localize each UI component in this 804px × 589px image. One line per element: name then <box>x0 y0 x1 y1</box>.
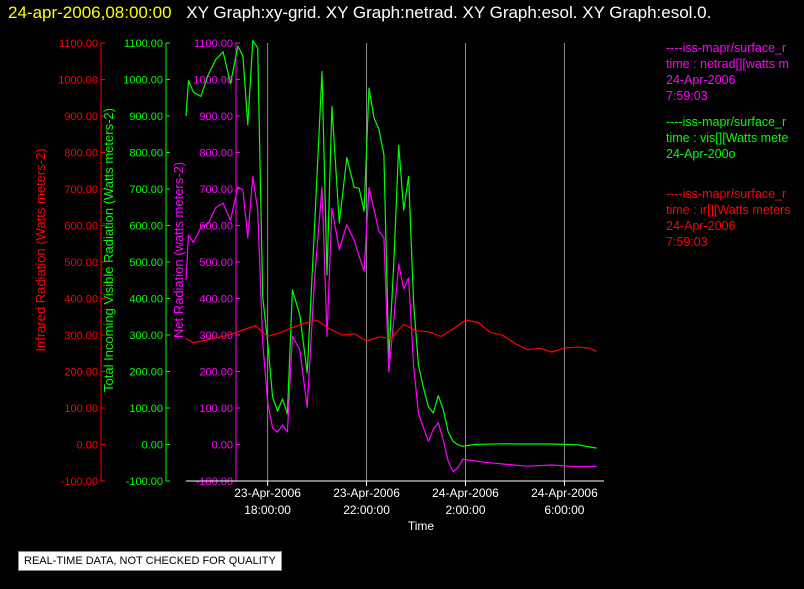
legend-line: 24-Apr-2006 <box>666 219 736 233</box>
y-tick-label: -100.00 <box>61 476 98 488</box>
y-tick-label: 1100.00 <box>59 38 98 50</box>
y-tick-label: 400.00 <box>129 294 163 306</box>
legend-line: ----iss-mapr/surface_r <box>666 41 787 55</box>
y-tick-label: 500.00 <box>199 257 233 269</box>
y-tick-label: 600.00 <box>199 221 233 233</box>
x-tick-label: 22:00:00 <box>343 503 390 517</box>
x-tick-label: 23-Apr-2006 <box>333 486 400 500</box>
x-tick-label: 23-Apr-2006 <box>234 486 301 500</box>
timestamp: 24-apr-2006,08:00:00 <box>8 3 172 22</box>
y-tick-label: 900.00 <box>199 111 233 123</box>
x-tick-label: 24-Apr-2006 <box>432 486 499 500</box>
y-tick-label: 200.00 <box>129 367 163 379</box>
graph-titles: XY Graph:xy-grid. XY Graph:netrad. XY Gr… <box>186 3 712 22</box>
y-tick-label: 700.00 <box>64 184 98 196</box>
y-tick-label: 700.00 <box>199 184 233 196</box>
x-tick-label: 24-Apr-2006 <box>531 486 598 500</box>
y-tick-label: 300.00 <box>199 330 233 342</box>
y-tick-label: 500.00 <box>129 257 163 269</box>
y-tick-label: 0.00 <box>212 440 233 452</box>
y-tick-label: 100.00 <box>199 403 233 415</box>
x-tick-label: 18:00:00 <box>244 503 291 517</box>
y-tick-label: 600.00 <box>64 221 98 233</box>
y-tick-label: -100.00 <box>196 476 233 488</box>
y-tick-label: 800.00 <box>64 148 98 160</box>
y-tick-label: 1000.00 <box>58 75 98 87</box>
legend-line: ----iss-mapr/surface_r <box>666 115 787 129</box>
y-tick-label: 100.00 <box>129 403 163 415</box>
y-axis-title: Net Radiation (watts meters-2) <box>171 162 186 338</box>
x-tick-label: 2:00:00 <box>445 503 485 517</box>
header-bar: 24-apr-2006,08:00:00 XY Graph:xy-grid. X… <box>8 2 711 24</box>
y-axis-title: Infrared Radiation (Watts meters-2) <box>33 148 48 351</box>
series-line <box>185 40 597 449</box>
legend-line: 24-Apr-200o <box>666 147 736 161</box>
y-tick-label: 1000.00 <box>193 75 233 87</box>
y-tick-label: 600.00 <box>129 221 163 233</box>
y-tick-label: -100.00 <box>126 476 163 488</box>
legend-line: 24-Apr-2006 <box>666 73 736 87</box>
y-tick-label: 900.00 <box>129 111 163 123</box>
y-tick-label: 400.00 <box>64 294 98 306</box>
y-tick-label: 200.00 <box>199 367 233 379</box>
y-tick-label: 300.00 <box>129 330 163 342</box>
y-tick-label: 900.00 <box>64 111 98 123</box>
y-axis-title: Total Incoming Visible Radiation (Watts … <box>101 108 116 392</box>
x-tick-label: 6:00:00 <box>544 503 584 517</box>
y-tick-label: 1100.00 <box>194 38 233 50</box>
legend-line: ----iss-mapr/surface_r <box>666 187 787 201</box>
legend-line: time : ir[][Watts meters <box>666 203 791 217</box>
legend-line: 7:59:03 <box>666 89 708 103</box>
y-tick-label: 0.00 <box>142 440 163 452</box>
quality-disclaimer: REAL-TIME DATA, NOT CHECKED FOR QUALITY <box>18 551 282 571</box>
y-tick-label: 300.00 <box>64 330 98 342</box>
y-tick-label: 700.00 <box>129 184 163 196</box>
y-tick-label: 800.00 <box>129 148 163 160</box>
y-tick-label: 1000.00 <box>123 75 163 87</box>
y-tick-label: 0.00 <box>77 440 98 452</box>
series-line <box>185 175 597 473</box>
y-tick-label: 200.00 <box>64 367 98 379</box>
legend-line: 7:59:03 <box>666 235 708 249</box>
y-tick-label: 1100.00 <box>124 38 163 50</box>
series-line <box>185 319 597 353</box>
y-tick-label: 400.00 <box>199 294 233 306</box>
y-tick-label: 500.00 <box>64 257 98 269</box>
y-tick-label: 800.00 <box>199 148 233 160</box>
y-tick-label: 100.00 <box>64 403 98 415</box>
legend-line: time : netrad[][watts m <box>666 57 789 71</box>
x-axis-title: Time <box>408 519 435 533</box>
legend-line: time : vis[][Watts mete <box>666 131 789 145</box>
